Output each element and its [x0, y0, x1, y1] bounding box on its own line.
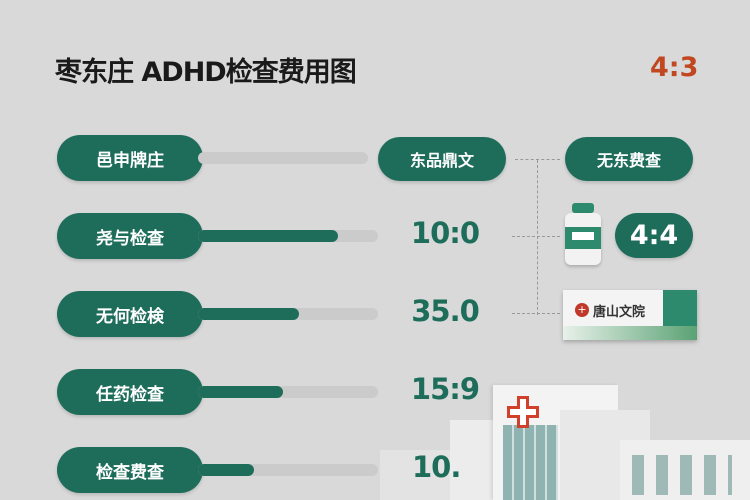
row-value-5: 10.: [412, 450, 461, 484]
row-value-4: 15:9: [410, 372, 480, 406]
column-header-middle[interactable]: 东品鼎文: [378, 137, 506, 181]
connector-vertical: [537, 160, 538, 315]
medicine-bottle-icon: [563, 203, 603, 267]
row-fill-5: [198, 464, 254, 476]
row-track-5: [198, 464, 378, 476]
row-pill-4[interactable]: 任药检查: [57, 369, 203, 415]
ratio-label: 4:3: [650, 52, 699, 83]
row-value-2: 10:0: [410, 216, 480, 250]
red-cross-icon: [507, 396, 539, 428]
connector-h-2: [512, 236, 560, 237]
row-value-3: 35.0: [411, 294, 480, 328]
page-title: 枣东庄 ADHD检查费用图: [55, 57, 357, 88]
red-cross-icon: +: [575, 303, 589, 317]
row-fill-4: [198, 386, 283, 398]
row-pill-5[interactable]: 检查费查: [57, 447, 203, 493]
row-track-2: [198, 230, 378, 242]
connector-h-3: [512, 313, 560, 314]
pack-logo: 唐山文院: [593, 305, 646, 320]
row-pill-2[interactable]: 尧与检查: [57, 213, 203, 259]
row-fill-3: [198, 308, 299, 320]
row-pill-1[interactable]: 邑申牌庄: [57, 135, 203, 181]
row-track-3: [198, 308, 378, 320]
connector-h-1: [515, 159, 560, 160]
row-pill-3[interactable]: 无何检検: [57, 291, 203, 337]
ratio-badge[interactable]: 4:4: [615, 213, 693, 258]
column-header-right[interactable]: 无东费查: [565, 137, 693, 181]
medicine-pack-icon: + 唐山文院: [563, 290, 697, 340]
row-fill-2: [198, 230, 339, 242]
hospital-building-icon: [380, 380, 750, 500]
row-track-1: [198, 152, 368, 164]
row-track-4: [198, 386, 378, 398]
